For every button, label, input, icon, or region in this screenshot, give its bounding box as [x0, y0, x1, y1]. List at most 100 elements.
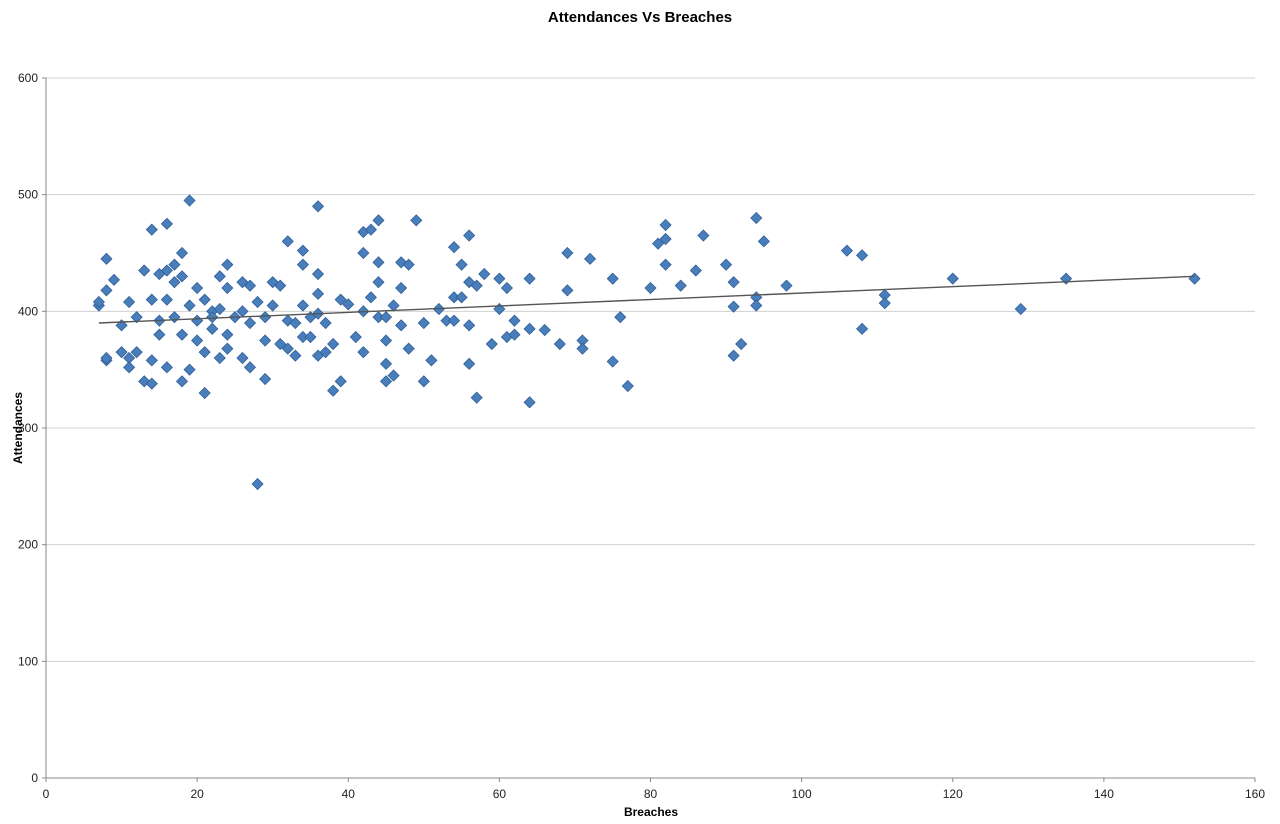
data-point — [243, 316, 257, 330]
y-tick-label: 200 — [18, 538, 38, 552]
data-point — [221, 258, 234, 271]
data-point — [130, 311, 143, 324]
data-point — [311, 200, 325, 213]
data-point — [606, 355, 619, 368]
data-point — [327, 337, 340, 351]
data-point — [213, 351, 226, 365]
data-point — [447, 241, 461, 254]
data-point — [191, 281, 204, 295]
x-tick-label: 140 — [1094, 787, 1114, 801]
data-point — [417, 375, 430, 388]
data-point — [191, 334, 204, 347]
x-tick-label: 20 — [190, 787, 204, 801]
data-point — [780, 279, 793, 292]
data-point — [425, 354, 438, 367]
data-point — [289, 316, 302, 330]
data-point — [319, 346, 332, 359]
data-point — [387, 299, 400, 312]
data-point — [145, 354, 158, 367]
data-point — [175, 328, 189, 341]
data-point — [251, 295, 264, 309]
data-point — [757, 235, 770, 248]
data-point — [379, 311, 393, 324]
data-point — [946, 272, 959, 285]
data-point — [175, 270, 189, 283]
y-tick-label: 0 — [31, 771, 38, 785]
data-point — [455, 291, 468, 304]
data-point — [364, 291, 377, 304]
data-point — [213, 302, 226, 316]
y-tick-label: 100 — [18, 654, 38, 668]
data-point — [221, 281, 234, 295]
x-tick-label: 80 — [644, 787, 658, 801]
y-tick-label: 400 — [18, 304, 38, 318]
data-point — [727, 276, 740, 289]
data-point — [100, 284, 113, 297]
data-point — [266, 299, 279, 312]
data-point — [160, 361, 173, 374]
data-point — [160, 217, 173, 230]
data-point — [463, 357, 476, 370]
data-point — [500, 281, 513, 295]
data-point — [387, 369, 400, 382]
x-tick-label: 60 — [493, 787, 507, 801]
data-point — [334, 375, 347, 388]
data-point — [402, 258, 415, 271]
y-tick-labels: 0 100 200 300 400 500 600 — [18, 71, 46, 785]
data-point — [259, 311, 272, 324]
grid-lines — [46, 77, 1255, 662]
data-point — [251, 477, 264, 491]
data-point — [349, 330, 362, 344]
data-point — [319, 316, 332, 330]
data-point — [878, 297, 891, 310]
data-point — [463, 229, 476, 242]
data-point — [485, 337, 498, 351]
data-point — [364, 223, 377, 236]
data-point — [523, 322, 536, 335]
data-point — [198, 346, 211, 359]
data-point — [417, 316, 430, 330]
data-point — [296, 299, 309, 312]
x-tick-label: 0 — [43, 787, 50, 801]
data-point — [100, 351, 113, 365]
data-point — [659, 218, 672, 232]
x-tick-label: 100 — [792, 787, 812, 801]
data-point — [561, 246, 574, 260]
trend-line — [98, 275, 1195, 324]
data-point — [402, 342, 415, 355]
data-point — [168, 258, 181, 271]
data-point — [145, 377, 158, 390]
data-point — [856, 249, 869, 262]
data-point — [168, 311, 181, 324]
data-point — [213, 270, 226, 283]
data-point — [447, 314, 461, 327]
data-point — [145, 293, 158, 306]
data-point — [508, 314, 521, 327]
data-point — [463, 319, 476, 332]
data-point — [621, 379, 634, 393]
data-point — [719, 258, 733, 271]
data-point — [206, 322, 219, 335]
data-point — [304, 330, 317, 344]
data-point — [1014, 302, 1027, 316]
data-point — [1188, 272, 1201, 285]
data-point — [236, 351, 249, 365]
x-axis-label: Breaches — [624, 805, 678, 819]
data-point — [357, 346, 370, 359]
data-point — [689, 264, 702, 277]
data-point — [379, 375, 393, 388]
data-point — [644, 281, 657, 295]
data-point — [334, 293, 347, 306]
data-point — [289, 349, 302, 362]
y-tick-label: 300 — [18, 421, 38, 435]
data-point — [735, 337, 748, 351]
data-point — [221, 342, 234, 355]
y-tick-label: 500 — [18, 188, 38, 202]
data-point — [243, 279, 257, 292]
data-point — [92, 295, 105, 309]
data-point — [493, 272, 506, 285]
data-point — [274, 337, 287, 351]
chart-title: Attendances Vs Breaches — [548, 9, 732, 26]
data-point — [395, 319, 408, 332]
